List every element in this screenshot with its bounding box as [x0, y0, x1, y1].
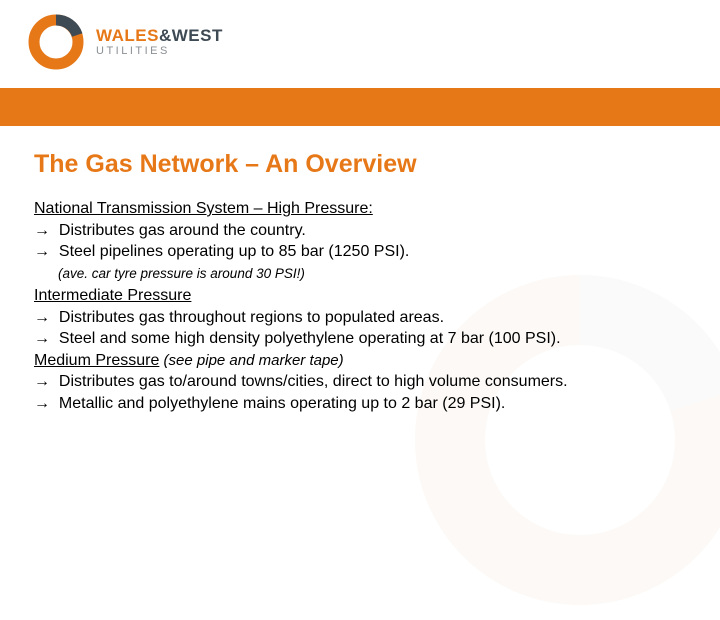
brand-logo: WALES&WEST UTILITIES — [28, 14, 223, 70]
bullet: → Distributes gas to/around towns/cities… — [34, 371, 686, 393]
section-heading: Medium Pressure — [34, 352, 159, 369]
brand-left: WALES — [96, 26, 159, 45]
bullet: → Metallic and polyethylene mains operat… — [34, 393, 686, 415]
logo-text: WALES&WEST UTILITIES — [96, 27, 223, 57]
section-intermediate: Intermediate Pressure → Distributes gas … — [34, 285, 686, 350]
brand-amp: & — [159, 26, 172, 45]
section-national-transmission: National Transmission System – High Pres… — [34, 198, 686, 283]
slide-body: National Transmission System – High Pres… — [34, 198, 686, 415]
bullet: → Steel and some high density polyethyle… — [34, 328, 686, 350]
logo-brand-line: WALES&WEST — [96, 27, 223, 44]
slide-title: The Gas Network – An Overview — [34, 150, 417, 179]
section-note: (ave. car tyre pressure is around 30 PSI… — [34, 265, 686, 283]
bullet: → Distributes gas around the country. — [34, 220, 686, 242]
section-heading: Intermediate Pressure — [34, 287, 191, 304]
bullet: → Steel pipelines operating up to 85 bar… — [34, 241, 686, 263]
slide-header: WALES&WEST UTILITIES — [0, 0, 720, 128]
section-medium: Medium Pressure (see pipe and marker tap… — [34, 350, 686, 415]
section-heading: National Transmission System – High Pres… — [34, 200, 373, 217]
section-heading-note: (see pipe and marker tape) — [159, 352, 343, 369]
logo-ring-icon — [28, 14, 84, 70]
header-accent-bar — [0, 88, 720, 126]
bullet: → Distributes gas throughout regions to … — [34, 307, 686, 329]
brand-subtitle: UTILITIES — [96, 46, 223, 57]
brand-right: WEST — [172, 26, 223, 45]
